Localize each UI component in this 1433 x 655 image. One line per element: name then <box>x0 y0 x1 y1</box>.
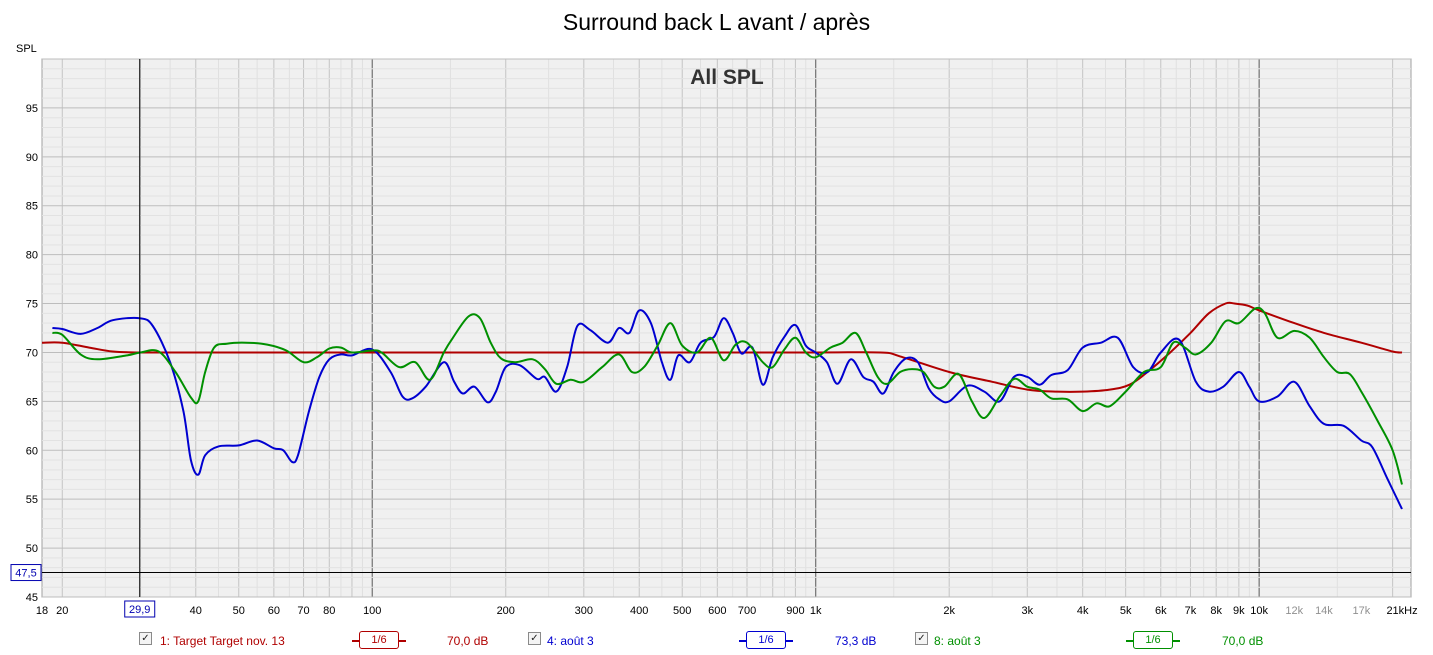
legend-level-8: 70,0 dB <box>1222 634 1264 648</box>
legend-label-8: 8: août 3 <box>934 634 981 648</box>
cursor-x-readout-box <box>124 600 156 618</box>
x-tick-label: 80 <box>323 605 335 617</box>
y-tick-label: 80 <box>26 250 38 262</box>
y-tick-label: 65 <box>26 396 38 408</box>
legend-checkbox-4[interactable]: ✓ <box>528 632 541 645</box>
legend-level-1: 70,0 dB <box>447 634 489 648</box>
y-tick-labels: 45 50 55 60 65 70 75 80 85 90 95 <box>26 103 38 604</box>
x-tick-label: 7k <box>1185 605 1197 617</box>
x-tick-label: 14k <box>1315 605 1333 617</box>
x-tick-label: 50 <box>233 605 245 617</box>
x-tick-label: 12k <box>1285 605 1303 617</box>
legend-smoothing-button-8[interactable]: 1/6 <box>1133 631 1173 649</box>
y-axis-label: SPL <box>16 43 37 55</box>
x-tick-label: 200 <box>497 605 515 617</box>
x-tick-label: 60 <box>268 605 280 617</box>
x-tick-label: 21kHz <box>1386 605 1417 617</box>
overlay-title: All SPL <box>690 66 764 89</box>
x-tick-label: 900 <box>786 605 804 617</box>
x-tick-label: 18 <box>36 605 48 617</box>
y-tick-label: 95 <box>26 103 38 115</box>
legend-label-4: 4: août 3 <box>547 634 594 648</box>
cursor-y-readout: 47,5 <box>15 568 36 580</box>
y-tick-label: 75 <box>26 299 38 311</box>
x-tick-label: 6k <box>1155 605 1167 617</box>
x-tick-label: 4k <box>1077 605 1089 617</box>
legend-level-4: 73,3 dB <box>835 634 877 648</box>
legend-label-1: 1: Target Target nov. 13 <box>160 634 285 648</box>
y-tick-label: 90 <box>26 152 38 164</box>
legend-checkbox-8[interactable]: ✓ <box>915 632 928 645</box>
y-tick-label: 50 <box>26 543 38 555</box>
x-tick-label: 20 <box>56 605 68 617</box>
x-tick-label: 100 <box>363 605 381 617</box>
cursor-y-readout-box <box>10 564 42 582</box>
x-tick-label: 400 <box>630 605 648 617</box>
y-tick-label: 55 <box>26 494 38 506</box>
x-tick-label: 17k <box>1352 605 1370 617</box>
x-tick-label: 8k <box>1210 605 1222 617</box>
x-tick-label: 5k <box>1120 605 1132 617</box>
x-tick-labels: 18 20 40 50 60 70 80 100 200 300 400 500 600 700 900 1k… <box>36 605 1418 617</box>
x-tick-label: 1k <box>810 605 822 617</box>
x-tick-label: 70 <box>297 605 309 617</box>
x-tick-label: 600 <box>708 605 726 617</box>
x-tick-label: 40 <box>190 605 202 617</box>
x-tick-label: 10k <box>1250 605 1268 617</box>
series-lines <box>41 301 1403 510</box>
y-tick-label: 85 <box>26 201 38 213</box>
chart-title: Surround back L avant / après <box>562 9 871 35</box>
y-tick-label: 60 <box>26 445 38 457</box>
plot-area <box>41 58 1412 598</box>
y-tick-label: 45 <box>26 592 38 604</box>
y-tick-label: 70 <box>26 347 38 359</box>
x-tick-label: 500 <box>673 605 691 617</box>
x-tick-label: 300 <box>575 605 593 617</box>
legend-smoothing-button-1[interactable]: 1/6 <box>359 631 399 649</box>
cursor-x-readout: 29,9 <box>129 604 150 616</box>
x-tick-label: 2k <box>943 605 955 617</box>
series-line-3 <box>52 306 1403 485</box>
x-tick-label: 700 <box>738 605 756 617</box>
x-tick-label: 9k <box>1233 605 1245 617</box>
legend-smoothing-button-4[interactable]: 1/6 <box>746 631 786 649</box>
x-tick-label: 3k <box>1021 605 1033 617</box>
legend-checkbox-1[interactable]: ✓ <box>139 632 152 645</box>
cursor[interactable]: 29,9 47,5 <box>10 59 1411 618</box>
